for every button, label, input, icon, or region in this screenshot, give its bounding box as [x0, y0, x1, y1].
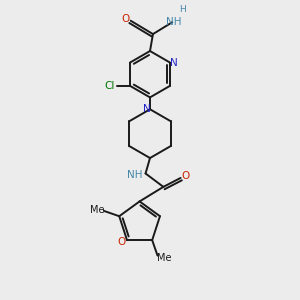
Text: Me: Me	[157, 253, 171, 263]
Text: NH: NH	[128, 170, 143, 180]
Text: NH: NH	[166, 17, 182, 27]
Text: O: O	[182, 172, 190, 182]
Text: N: N	[142, 104, 150, 114]
Text: O: O	[117, 237, 125, 247]
Text: Me: Me	[90, 205, 104, 215]
Text: H: H	[179, 5, 186, 14]
Text: O: O	[121, 14, 130, 24]
Text: N: N	[170, 58, 178, 68]
Text: Cl: Cl	[105, 81, 115, 91]
